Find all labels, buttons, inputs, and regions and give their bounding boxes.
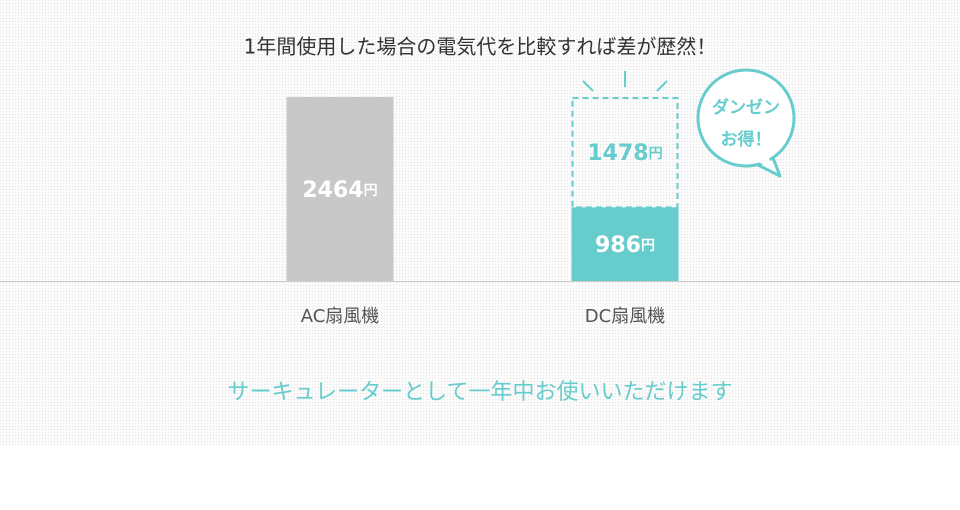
x-tick-label: DC扇風機: [585, 306, 665, 327]
value: 2464: [302, 178, 363, 203]
value: 1478: [587, 141, 648, 166]
burst: [582, 71, 668, 92]
x-tick-label: AC扇風機: [301, 306, 380, 327]
bar: [286, 97, 394, 281]
footnote: サーキュレーターとして一年中お使いいただけます: [228, 380, 733, 405]
background: [0, 0, 960, 445]
unit: 円: [364, 183, 378, 199]
annotation: ダンゼン: [712, 97, 780, 118]
value-label: 1478円: [587, 141, 662, 166]
bar-segment: [571, 97, 679, 209]
chart-title: 1年間使用した場合の電気代を比較すれば差が歴然！: [244, 35, 717, 59]
unit: 円: [641, 238, 655, 254]
bar: [571, 207, 679, 281]
unit: 円: [649, 146, 663, 162]
value: 986: [595, 233, 641, 258]
value-label: 2464円: [302, 178, 377, 203]
annotation: お得！: [721, 129, 772, 150]
bubble: [696, 68, 796, 178]
value-label: 986円: [595, 233, 655, 258]
